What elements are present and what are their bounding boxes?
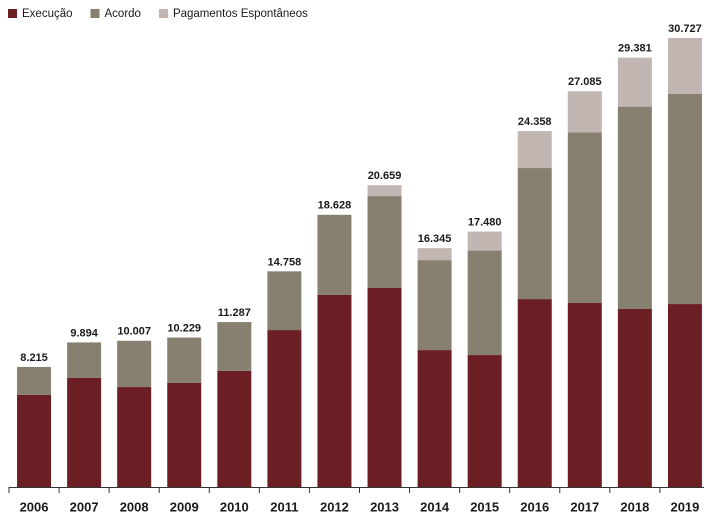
x-tick-label: 2010 <box>220 499 249 514</box>
bar-segment <box>367 185 402 197</box>
bar-segment <box>217 370 252 487</box>
legend-swatch <box>158 9 168 18</box>
total-label: 11.287 <box>218 307 251 319</box>
total-label: 29.381 <box>618 43 652 55</box>
total-label: 16.345 <box>418 233 452 245</box>
bar-segment <box>217 322 252 371</box>
bar-segment <box>667 38 702 94</box>
bar-segment <box>67 342 102 378</box>
legend-swatch <box>8 9 17 18</box>
total-label: 17.480 <box>468 216 502 228</box>
bar-segment <box>317 214 352 295</box>
bar-segment <box>617 106 652 310</box>
bar-segment <box>567 91 602 133</box>
x-tick-label: 2015 <box>470 499 499 514</box>
bar-segment <box>367 196 402 288</box>
x-tick-label: 2013 <box>370 499 399 514</box>
total-label: 24.358 <box>518 116 552 128</box>
bar-segment <box>167 337 202 383</box>
total-label: 10.229 <box>167 322 201 334</box>
bar-segment <box>417 350 452 487</box>
x-tick-label: 2017 <box>570 499 599 514</box>
bar-segment <box>117 387 152 487</box>
bar-segment <box>667 93 702 305</box>
total-label: 30.727 <box>668 23 702 35</box>
legend-label: Acordo <box>105 8 141 20</box>
x-tick-label: 2016 <box>520 499 549 514</box>
bar-segment <box>467 231 502 251</box>
x-tick-label: 2007 <box>70 499 99 514</box>
bar-segment <box>167 382 202 487</box>
x-tick-label: 2012 <box>320 499 349 514</box>
bar-segment <box>267 330 302 487</box>
x-tick-label: 2008 <box>120 499 149 514</box>
bar-segment <box>267 271 302 331</box>
bar-segment <box>567 303 602 487</box>
bar-segment <box>67 377 102 487</box>
total-label: 8.215 <box>20 352 48 364</box>
total-label: 18.628 <box>318 200 352 212</box>
bar-segment <box>467 355 502 487</box>
bar-segment <box>417 260 452 351</box>
bar-segment <box>517 168 552 300</box>
bar-segment <box>17 394 52 487</box>
x-tick-label: 2014 <box>420 499 450 514</box>
total-label: 9.894 <box>70 327 98 339</box>
total-label: 20.659 <box>368 170 402 182</box>
x-tick-label: 2018 <box>620 499 649 514</box>
total-label: 14.758 <box>268 256 302 268</box>
bar-segment <box>317 294 352 487</box>
x-tick-label: 2009 <box>170 499 199 514</box>
bar-segment <box>617 309 652 487</box>
bar-segment <box>417 248 452 261</box>
legend-label: Pagamentos Espontâneos <box>173 8 308 20</box>
total-label: 27.085 <box>568 76 602 88</box>
legend-swatch <box>90 9 100 18</box>
bar-segment <box>617 57 652 107</box>
bar-segment <box>517 299 552 487</box>
x-tick-label: 2011 <box>270 499 298 514</box>
total-label: 10.007 <box>117 326 151 338</box>
bar-segment <box>467 250 502 356</box>
bar-segment <box>667 304 702 487</box>
x-tick-label: 2006 <box>20 499 49 514</box>
bar-segment <box>17 366 52 395</box>
bar-segment <box>567 132 602 304</box>
legend-label: Execução <box>22 8 73 20</box>
x-tick-label: 2019 <box>670 499 699 514</box>
bar-segment <box>367 287 402 487</box>
bar-segment <box>517 131 552 169</box>
bar-segment <box>117 340 152 388</box>
